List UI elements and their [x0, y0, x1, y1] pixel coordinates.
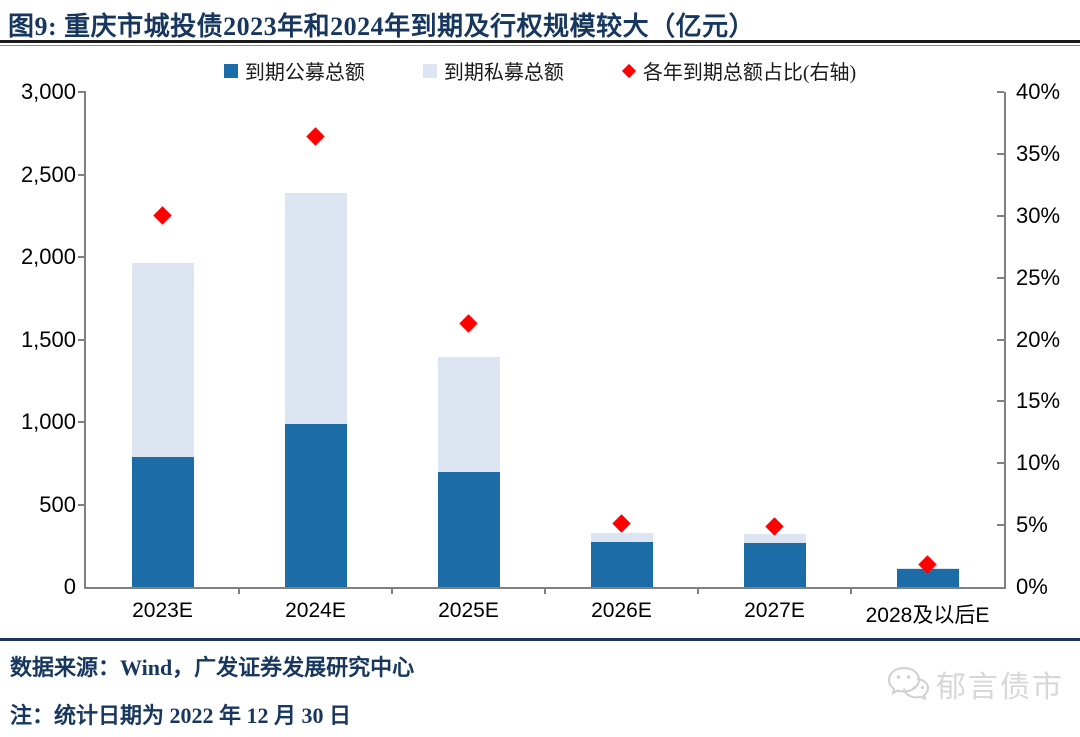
legend-item-public: 到期公募总额	[223, 56, 365, 85]
ratio-diamond-marker	[153, 206, 172, 225]
x-axis-label: 2025E	[438, 599, 499, 622]
figure-title: 图9: 重庆市城投债2023年和2024年到期及行权规模较大（亿元）	[8, 12, 756, 41]
legend-label-private: 到期私募总额	[443, 62, 564, 84]
legend-item-private: 到期私募总额	[422, 56, 564, 85]
wechat-icon	[886, 664, 930, 704]
x-axis-tick	[238, 587, 240, 594]
bar-segment-public	[590, 541, 653, 587]
right-axis-label: 25%	[1016, 264, 1061, 290]
x-axis-tick	[544, 587, 546, 594]
ratio-diamond-marker	[306, 127, 325, 146]
bar-segment-private	[590, 532, 653, 542]
chart-plot-area: 0 500 1,000 1,500 2,000 2,500 3,000 0% 5% 10% 15% 2…	[21, 79, 1060, 627]
left-axis-label: 2,000	[20, 244, 76, 269]
right-axis-label: 35%	[1016, 140, 1061, 166]
left-axis-tick	[78, 421, 86, 423]
left-axis-label: 0	[63, 574, 76, 599]
right-axis-line	[1004, 92, 1006, 589]
bar-segment-private	[131, 262, 194, 457]
right-axis-tick	[997, 152, 1004, 155]
left-axis-label: 1,000	[20, 409, 76, 434]
left-axis-tick	[78, 173, 86, 176]
right-axis-tick	[997, 214, 1004, 217]
left-axis-label: 1,500	[20, 326, 76, 352]
legend-label-ratio: 各年到期总额占比(右轴)	[642, 62, 857, 84]
right-axis-tick	[997, 400, 1004, 403]
bar-segment-public	[131, 456, 194, 587]
left-axis-tick	[78, 503, 86, 506]
right-axis-label: 40%	[1016, 79, 1061, 104]
right-axis-tick	[997, 91, 1004, 93]
left-axis-line	[84, 92, 86, 589]
right-axis-label: 0%	[1016, 574, 1048, 599]
right-axis-label: 5%	[1016, 512, 1048, 538]
bar-segment-private	[743, 533, 806, 543]
bar-segment-private	[437, 356, 500, 472]
x-axis-label: 2026E	[591, 599, 652, 622]
legend-label-public: 到期公募总额	[244, 62, 365, 84]
bar-segment-public	[743, 542, 806, 587]
legend-square-public-icon	[223, 63, 238, 78]
ratio-diamond-marker	[459, 314, 478, 333]
data-source-text: 数据来源：Wind，广发证券发展研究中心	[10, 655, 415, 680]
x-axis-label: 2023E	[132, 599, 193, 622]
right-axis-tick	[997, 338, 1004, 341]
legend-item-ratio: 各年到期总额占比(右轴)	[621, 56, 857, 85]
left-axis-label: 3,000	[20, 79, 76, 104]
x-axis-label: 2024E	[285, 599, 346, 622]
bar-segment-public	[437, 471, 500, 587]
left-axis-label: 500	[39, 491, 76, 517]
x-axis-tick	[697, 587, 699, 594]
ratio-diamond-marker	[612, 514, 631, 534]
legend-diamond-ratio-icon	[621, 63, 636, 78]
x-axis-tick	[391, 587, 393, 594]
right-axis-tick	[997, 524, 1004, 527]
bar-segment-private	[284, 192, 347, 425]
right-axis-tick	[997, 276, 1004, 279]
title-divider-thick	[0, 40, 1080, 43]
left-axis-tick	[78, 256, 86, 258]
left-axis-tick	[78, 338, 86, 341]
right-axis-label: 20%	[1016, 326, 1061, 352]
watermark: 郁言债市	[886, 662, 1064, 706]
bar-segment-public	[284, 424, 347, 587]
right-axis-tick	[997, 462, 1004, 465]
right-axis-label: 10%	[1016, 450, 1061, 476]
x-axis-label: 2028及以后E	[865, 604, 990, 627]
legend-square-private-icon	[422, 63, 437, 78]
ratio-diamond-marker	[765, 517, 784, 536]
title-divider-thin	[0, 45, 1080, 46]
footer-divider	[0, 638, 1080, 641]
note-text: 注：统计日期为 2022 年 12 月 30 日	[10, 703, 352, 728]
x-axis-label: 2027E	[744, 599, 805, 622]
bar-segment-public	[896, 568, 959, 587]
chart-legend: 到期公募总额 到期私募总额 各年到期总额占比(右轴)	[0, 56, 1080, 85]
right-axis-label: 30%	[1016, 202, 1061, 228]
right-axis-label: 15%	[1016, 388, 1061, 414]
watermark-text: 郁言债市	[936, 671, 1064, 704]
left-axis-label: 2,500	[20, 161, 76, 187]
x-axis-tick	[850, 587, 852, 594]
left-axis-tick	[78, 91, 86, 93]
